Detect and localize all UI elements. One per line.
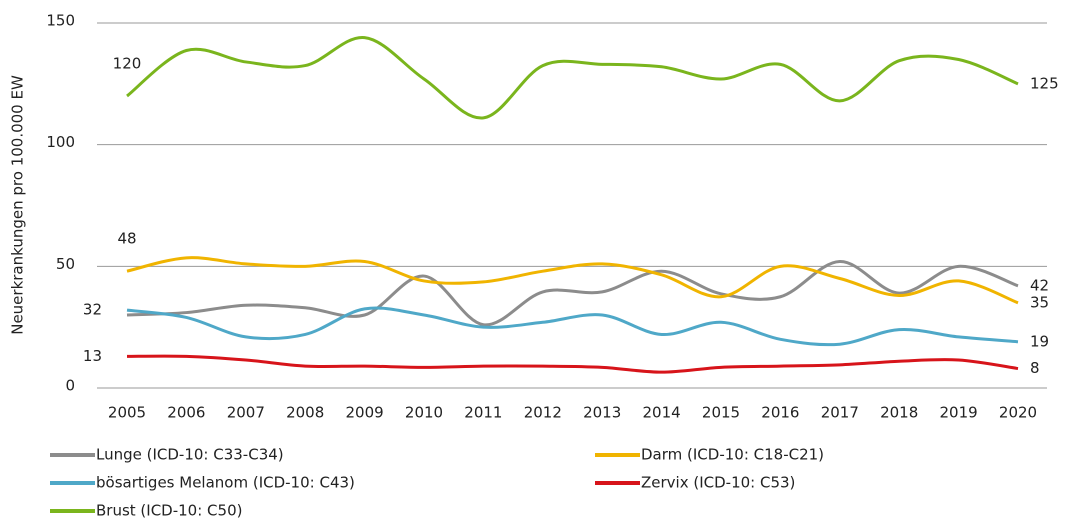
y-tick-label: 50 bbox=[56, 255, 75, 273]
data-label: 48 bbox=[117, 230, 136, 248]
legend-label: Darm (ICD-10: C18-C21) bbox=[641, 446, 824, 464]
x-tick-label: 2020 bbox=[999, 404, 1037, 422]
series-line bbox=[126, 36, 1019, 120]
series-line bbox=[126, 256, 1019, 305]
series-line bbox=[126, 259, 1019, 327]
x-tick-label: 2011 bbox=[464, 404, 502, 422]
data-label: 125 bbox=[1030, 74, 1059, 92]
series-line bbox=[126, 354, 1019, 374]
data-label: 8 bbox=[1030, 359, 1040, 377]
x-tick-label: 2009 bbox=[346, 404, 384, 422]
x-tick-label: 2013 bbox=[583, 404, 621, 422]
x-tick-label: 2014 bbox=[643, 404, 681, 422]
series-line bbox=[126, 306, 1019, 347]
legend-label: Zervix (ICD-10: C53) bbox=[641, 474, 795, 492]
legend-label: Brust (ICD-10: C50) bbox=[96, 502, 242, 520]
x-tick-label: 2019 bbox=[940, 404, 978, 422]
data-label: 13 bbox=[83, 347, 102, 365]
y-tick-label: 100 bbox=[46, 133, 75, 151]
data-label: 120 bbox=[113, 55, 142, 73]
data-label: 32 bbox=[83, 301, 102, 319]
x-tick-label: 2012 bbox=[524, 404, 562, 422]
data-label: 42 bbox=[1030, 276, 1049, 294]
data-label: 19 bbox=[1030, 332, 1049, 350]
y-tick-label: 0 bbox=[65, 377, 75, 395]
x-tick-label: 2006 bbox=[167, 404, 205, 422]
x-tick-label: 2018 bbox=[880, 404, 918, 422]
legend-label: bösartiges Melanom (ICD-10: C43) bbox=[96, 474, 355, 492]
x-tick-label: 2005 bbox=[108, 404, 146, 422]
x-tick-label: 2010 bbox=[405, 404, 443, 422]
x-tick-label: 2015 bbox=[702, 404, 740, 422]
data-label: 35 bbox=[1030, 293, 1049, 311]
x-tick-label: 2007 bbox=[227, 404, 265, 422]
y-axis-label: Neuerkrankungen pro 100.000 EW bbox=[9, 75, 27, 335]
x-tick-label: 2016 bbox=[761, 404, 799, 422]
y-tick-label: 150 bbox=[46, 12, 75, 30]
x-tick-label: 2017 bbox=[821, 404, 859, 422]
x-tick-label: 2008 bbox=[286, 404, 324, 422]
legend-label: Lunge (ICD-10: C33-C34) bbox=[96, 446, 284, 464]
